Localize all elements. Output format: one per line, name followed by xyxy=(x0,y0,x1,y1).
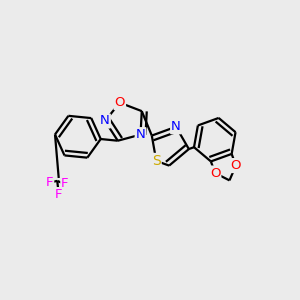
Text: N: N xyxy=(136,128,146,141)
Text: O: O xyxy=(210,167,220,180)
Text: N: N xyxy=(100,115,110,128)
Text: F: F xyxy=(61,177,68,190)
Text: F: F xyxy=(46,176,54,189)
Text: O: O xyxy=(231,159,241,172)
Text: O: O xyxy=(115,96,125,109)
Text: F: F xyxy=(55,188,62,201)
Text: S: S xyxy=(152,154,161,168)
Text: N: N xyxy=(171,120,181,133)
